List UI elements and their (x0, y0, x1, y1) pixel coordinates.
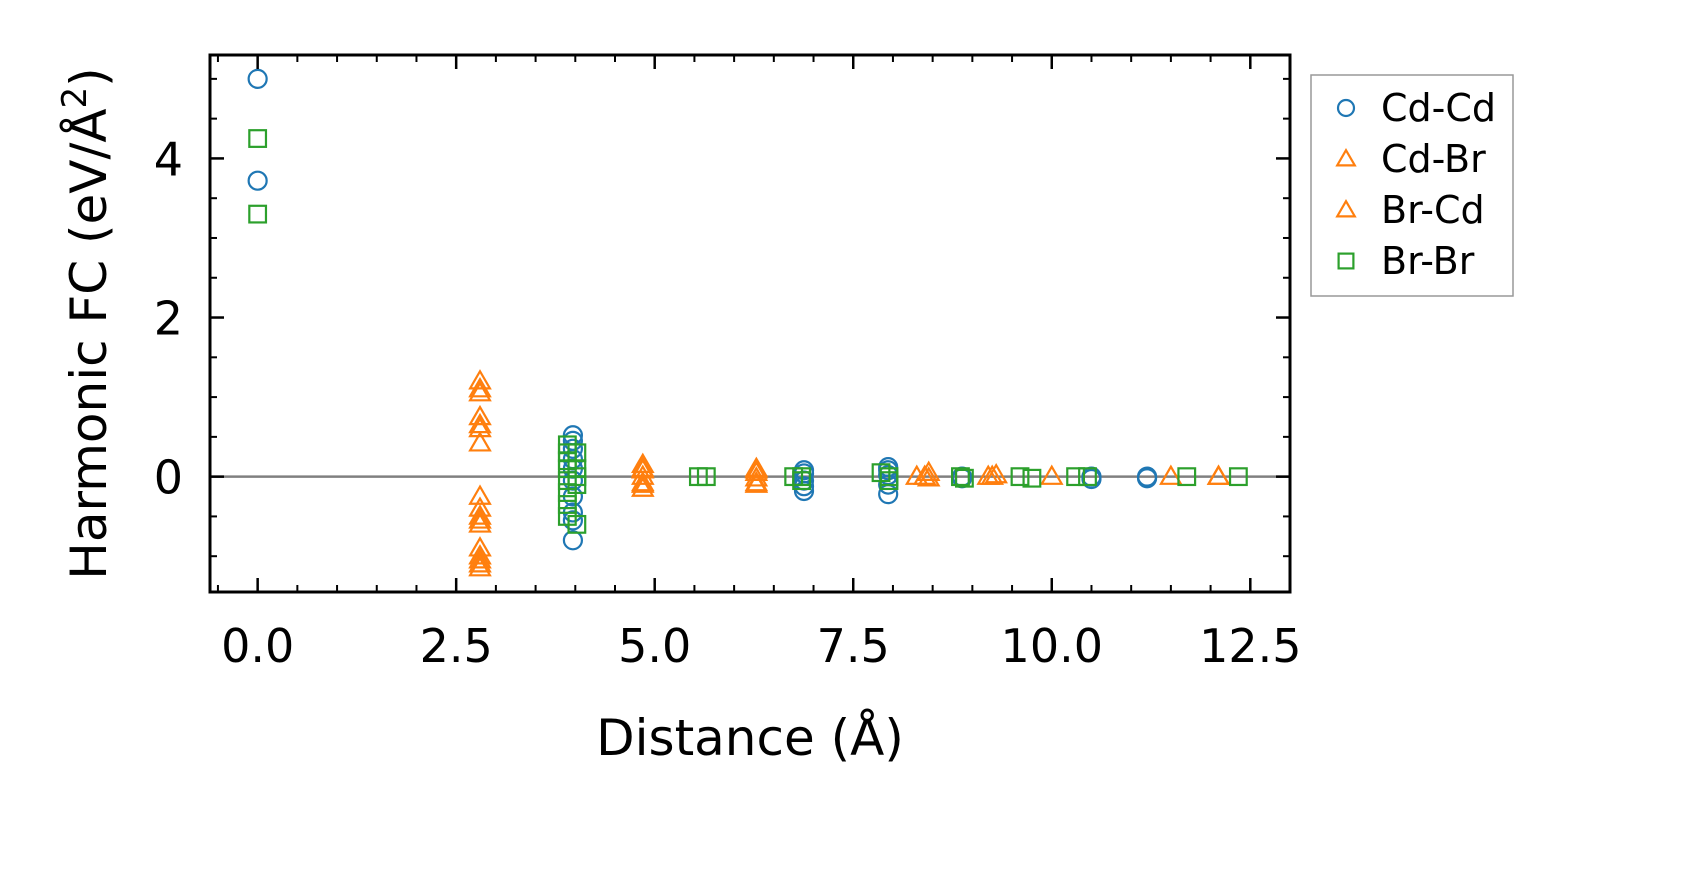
data-point (468, 484, 492, 505)
data-point (248, 204, 268, 224)
data-point (984, 462, 1008, 484)
x-tick-label: 7.5 (817, 619, 890, 673)
data-point (1081, 468, 1102, 490)
data-point (793, 476, 815, 497)
data-point (567, 475, 587, 495)
data-point (557, 495, 577, 514)
axis-ticks: 0.0 2.5 5.0 7.5 10.0 12.5 0 2 4 (154, 55, 1302, 673)
data-point (562, 438, 584, 459)
data-point (247, 170, 268, 191)
data-point (793, 480, 815, 502)
data-point (916, 460, 941, 481)
data-point (1206, 464, 1231, 485)
legend-label: Br-Br (1381, 239, 1475, 283)
series-br-cd (468, 377, 1231, 569)
data-point (1010, 467, 1030, 487)
data-point (980, 464, 1005, 485)
legend-marker (1335, 198, 1357, 218)
data-point (630, 472, 655, 493)
x-tick-label: 5.0 (618, 619, 691, 673)
y-tick-label: 4 (154, 132, 183, 186)
legend-item: Cd-Br (1335, 137, 1486, 181)
legend-marker (1335, 147, 1357, 167)
series-br-br (248, 129, 1248, 534)
x-axis-label: Distance (Å) (596, 709, 904, 767)
data-point (562, 510, 584, 531)
series-cd-br (468, 369, 1231, 577)
data-point (557, 471, 577, 491)
data-point (912, 464, 937, 485)
data-point (562, 530, 584, 551)
data-point (916, 466, 941, 487)
legend-item: Cd-Cd (1336, 86, 1496, 130)
y-axis-label-close: ) (60, 67, 118, 87)
data-point (1039, 464, 1064, 485)
plot-frame (208, 53, 1292, 594)
y-axis-label: Harmonic FC (eV/Å2) (55, 67, 118, 579)
legend-box (1310, 74, 1514, 297)
legend-item: Br-Br (1337, 239, 1475, 283)
data-point (1206, 464, 1231, 485)
data-point (744, 470, 769, 492)
data-point (630, 476, 655, 497)
data-point (567, 514, 587, 534)
data-point (468, 548, 492, 569)
plot-area (210, 68, 1290, 577)
x-tick-label: 0.0 (221, 619, 294, 673)
data-point (1159, 464, 1183, 485)
data-point (1136, 466, 1158, 487)
data-point (468, 508, 492, 529)
data-point (879, 471, 899, 491)
data-point (1022, 468, 1042, 488)
data-point (248, 129, 268, 148)
y-tick-label: 0 (154, 451, 183, 505)
y-axis-label-superscript: 2 (55, 87, 95, 109)
legend-label: Cd-Cd (1381, 86, 1496, 130)
data-point (792, 471, 812, 491)
data-point (954, 468, 974, 488)
legend-marker (1336, 98, 1356, 118)
data-point (468, 512, 492, 533)
data-point (468, 404, 492, 426)
data-point (1177, 467, 1197, 487)
legend-marker (1337, 252, 1355, 270)
data-point (247, 68, 268, 89)
data-point (951, 467, 970, 487)
data-point (468, 544, 492, 565)
x-tick-label: 10.0 (1001, 619, 1103, 673)
legend-label: Br-Cd (1381, 188, 1485, 232)
x-tick-label: 2.5 (420, 619, 493, 673)
legend-item: Br-Cd (1335, 188, 1485, 232)
data-point (696, 467, 716, 487)
y-axis-label-main: Harmonic FC (eV/Å (60, 108, 118, 579)
y-tick-label: 2 (154, 292, 183, 346)
data-point (468, 380, 492, 402)
data-point (468, 377, 492, 398)
legend-label: Cd-Br (1381, 137, 1486, 181)
data-point (468, 431, 492, 452)
data-point (1066, 467, 1086, 487)
data-point (744, 460, 769, 481)
data-point (468, 416, 492, 438)
data-point (1228, 467, 1248, 487)
data-point (1078, 467, 1097, 487)
data-point (468, 369, 492, 390)
data-point (468, 552, 492, 573)
data-point (468, 504, 492, 525)
data-point (744, 458, 769, 479)
legend: Cd-Cd Cd-Br Br-Cd Br-Br (1310, 74, 1514, 297)
x-tick-label: 12.5 (1199, 619, 1301, 673)
